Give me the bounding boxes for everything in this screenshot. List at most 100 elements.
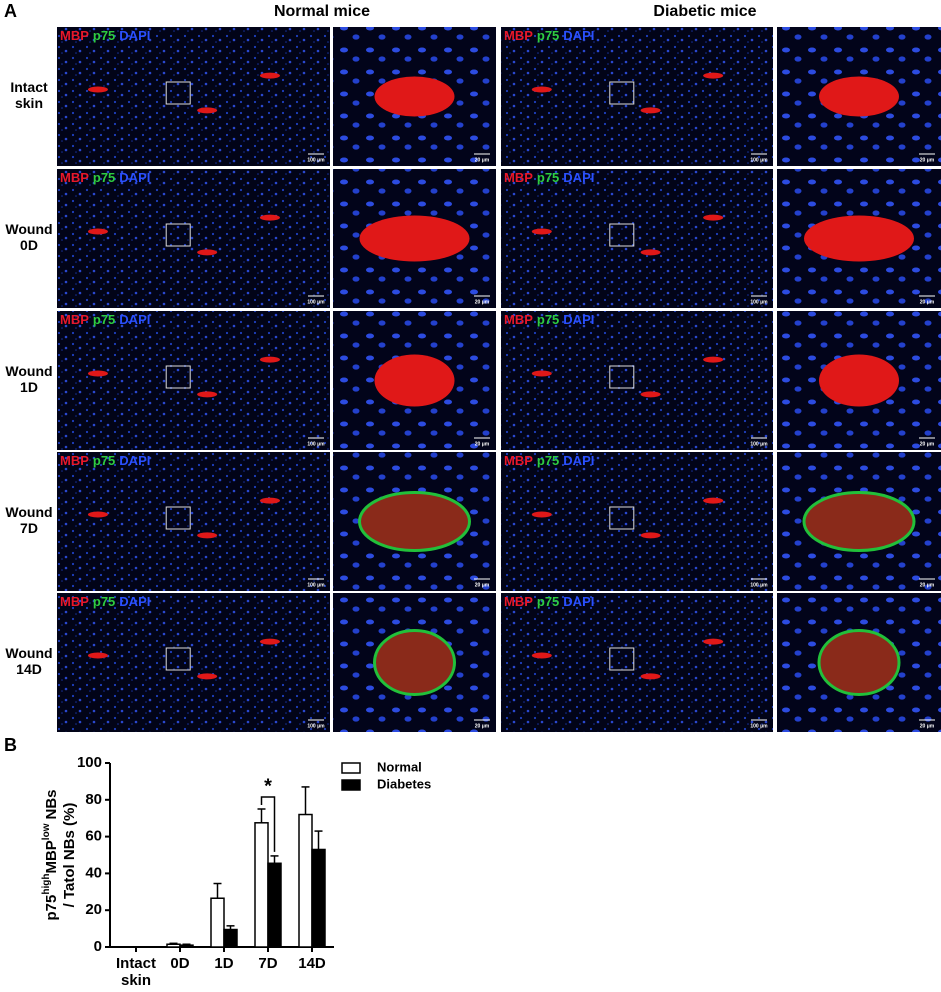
- nerve-bundle: [197, 249, 218, 256]
- scale-bar-label: 100 μm: [307, 582, 325, 588]
- x-tick-label: 7D: [258, 955, 278, 972]
- y-label-part: / Tatol NBs (%): [61, 803, 78, 908]
- nerve-bundle: [703, 214, 724, 221]
- x-tick-label: 0D: [170, 955, 190, 972]
- row-label: Wound 1D: [5, 363, 53, 396]
- nerve-bundle: [703, 638, 724, 645]
- scale-bar-label: 20 μm: [920, 157, 935, 163]
- micrograph: [57, 169, 330, 308]
- nerve-bundle: [640, 107, 661, 114]
- stain-name: p75: [93, 453, 115, 468]
- scale-bar-label: 100 μm: [307, 299, 325, 305]
- stain-name: MBP: [60, 453, 89, 468]
- micrograph: [57, 593, 330, 732]
- bar: [254, 822, 269, 948]
- x-tick-label: 1D: [214, 955, 234, 972]
- scale-bar-label: 100 μm: [750, 441, 768, 447]
- scale-bar-label: 100 μm: [307, 723, 325, 729]
- row-label: Wound 0D: [5, 221, 53, 254]
- zoom-box: [609, 506, 635, 530]
- nerve-bundle: [358, 491, 471, 552]
- stain-name: MBP: [504, 28, 533, 43]
- stain-name: DAPI: [563, 594, 594, 609]
- stain-name: p75: [537, 453, 559, 468]
- y-tick-label: 0: [94, 938, 102, 955]
- nerve-bundle: [374, 354, 455, 407]
- nerve-bundle: [819, 354, 899, 407]
- stain-name: MBP: [504, 453, 533, 468]
- stain-label: MBP p75 DAPI: [504, 28, 594, 43]
- nerve-bundle: [259, 638, 280, 645]
- y-label-part: low: [41, 823, 52, 840]
- row-label: Intact skin: [10, 79, 48, 112]
- stain-name: p75: [537, 170, 559, 185]
- scale-bar-label: 100 μm: [750, 299, 768, 305]
- stain-name: p75: [93, 170, 115, 185]
- bar: [166, 943, 181, 948]
- stain-label: MBP p75 DAPI: [504, 170, 594, 185]
- stain-name: DAPI: [119, 170, 150, 185]
- scale-bar-label: 20 μm: [475, 299, 490, 305]
- y-axis-label: / Tatol NBs (%): [61, 803, 78, 908]
- nerve-bundle: [640, 249, 661, 256]
- nerve-bundle: [259, 356, 280, 363]
- scale-bar-label: 100 μm: [750, 582, 768, 588]
- nerve-bundle: [531, 370, 552, 377]
- stain-name: p75: [537, 28, 559, 43]
- micrograph: [501, 311, 773, 450]
- stain-name: DAPI: [119, 453, 150, 468]
- stain-name: DAPI: [563, 312, 594, 327]
- bar: [311, 848, 326, 948]
- zoom-box: [609, 81, 635, 105]
- bar: [210, 897, 225, 948]
- nerve-bundle: [197, 673, 218, 680]
- legend-label: Diabetes: [377, 776, 431, 791]
- bar: [298, 813, 313, 948]
- stain-name: MBP: [504, 312, 533, 327]
- zoom-box: [165, 506, 191, 530]
- scale-bar-label: 100 μm: [307, 441, 325, 447]
- x-tick-label: 14D: [298, 955, 326, 972]
- stain-name: DAPI: [563, 453, 594, 468]
- nerve-bundle: [640, 391, 661, 398]
- column-header: Normal mice: [274, 3, 370, 20]
- nerve-bundle: [197, 107, 218, 114]
- micrograph: [57, 311, 330, 450]
- stain-name: MBP: [60, 170, 89, 185]
- y-tick-label: 80: [85, 791, 102, 808]
- nerve-bundle: [87, 228, 108, 235]
- nerve-bundle: [640, 532, 661, 539]
- y-tick-label: 60: [85, 828, 102, 845]
- stain-name: MBP: [504, 594, 533, 609]
- zoom-box: [165, 647, 191, 671]
- row-label: Wound 7D: [5, 504, 53, 537]
- micrograph: [501, 169, 773, 308]
- zoom-box: [165, 223, 191, 247]
- nerve-bundle: [87, 86, 108, 93]
- stain-name: DAPI: [119, 312, 150, 327]
- nerve-bundle: [87, 370, 108, 377]
- stain-name: DAPI: [119, 28, 150, 43]
- scale-bar-label: 20 μm: [920, 299, 935, 305]
- nerve-bundle: [531, 86, 552, 93]
- nerve-bundle: [804, 215, 914, 262]
- nerve-bundle: [373, 629, 456, 696]
- nerve-bundle: [531, 652, 552, 659]
- zoom-box: [609, 223, 635, 247]
- stain-name: p75: [537, 312, 559, 327]
- y-label-part: p75: [43, 895, 60, 921]
- stain-label: MBP p75 DAPI: [504, 594, 594, 609]
- stain-name: p75: [93, 28, 115, 43]
- zoom-box: [609, 647, 635, 671]
- stain-name: MBP: [60, 312, 89, 327]
- stain-label: MBP p75 DAPI: [60, 170, 150, 185]
- nerve-bundle: [817, 629, 901, 696]
- micrograph: [57, 27, 330, 166]
- y-tick-label: 40: [85, 864, 102, 881]
- stain-name: DAPI: [119, 594, 150, 609]
- stain-name: p75: [537, 594, 559, 609]
- stain-name: MBP: [504, 170, 533, 185]
- stain-name: p75: [93, 594, 115, 609]
- nerve-bundle: [703, 356, 724, 363]
